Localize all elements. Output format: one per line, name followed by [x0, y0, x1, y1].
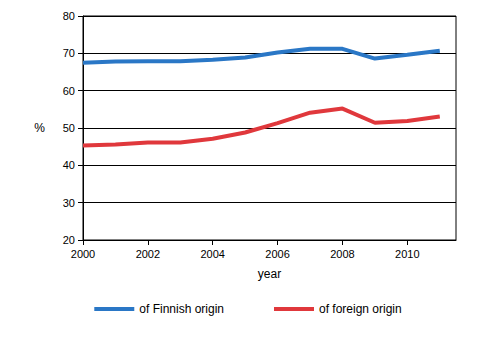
svg-text:2002: 2002 — [136, 248, 160, 260]
svg-text:%: % — [34, 121, 45, 135]
svg-text:40: 40 — [63, 159, 75, 171]
svg-text:of foreign origin: of foreign origin — [319, 302, 402, 316]
svg-text:year: year — [258, 267, 281, 281]
svg-text:2008: 2008 — [330, 248, 354, 260]
svg-text:2006: 2006 — [265, 248, 289, 260]
svg-text:70: 70 — [63, 47, 75, 59]
svg-text:of Finnish origin: of Finnish origin — [139, 302, 224, 316]
svg-text:2000: 2000 — [71, 248, 95, 260]
svg-text:50: 50 — [63, 122, 75, 134]
svg-text:60: 60 — [63, 85, 75, 97]
svg-text:2004: 2004 — [200, 248, 224, 260]
svg-text:2010: 2010 — [395, 248, 419, 260]
svg-text:30: 30 — [63, 197, 75, 209]
svg-text:20: 20 — [63, 234, 75, 246]
svg-text:80: 80 — [63, 10, 75, 22]
